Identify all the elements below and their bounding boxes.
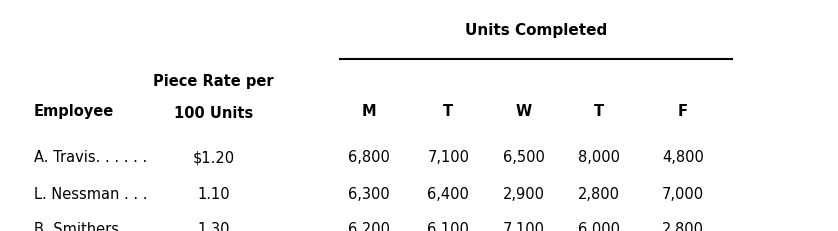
Text: T: T: [594, 103, 604, 118]
Text: 6,100: 6,100: [427, 221, 469, 231]
Text: Units Completed: Units Completed: [465, 23, 608, 37]
Text: 7,100: 7,100: [427, 150, 469, 164]
Text: 8,000: 8,000: [578, 150, 620, 164]
Text: F: F: [678, 103, 688, 118]
Text: B. Smithers . . .: B. Smithers . . .: [34, 221, 147, 231]
Text: 7,100: 7,100: [503, 221, 545, 231]
Text: 6,800: 6,800: [348, 150, 390, 164]
Text: A. Travis. . . . . .: A. Travis. . . . . .: [34, 150, 147, 164]
Text: W: W: [515, 103, 532, 118]
Text: 6,400: 6,400: [427, 187, 469, 201]
Text: 2,800: 2,800: [578, 187, 620, 201]
Text: 4,800: 4,800: [662, 150, 704, 164]
Text: 6,000: 6,000: [578, 221, 620, 231]
Text: $1.20: $1.20: [193, 150, 235, 164]
Text: L. Nessman . . .: L. Nessman . . .: [34, 187, 147, 201]
Text: M: M: [361, 103, 376, 118]
Text: T: T: [443, 103, 453, 118]
Text: 7,000: 7,000: [662, 187, 704, 201]
Text: 6,300: 6,300: [348, 187, 390, 201]
Text: 1.10: 1.10: [198, 187, 230, 201]
Text: 2,900: 2,900: [503, 187, 545, 201]
Text: 6,500: 6,500: [503, 150, 545, 164]
Text: 1.30: 1.30: [198, 221, 230, 231]
Text: Employee: Employee: [34, 103, 114, 118]
Text: 2,800: 2,800: [662, 221, 704, 231]
Text: Piece Rate per: Piece Rate per: [153, 73, 274, 88]
Text: 100 Units: 100 Units: [174, 106, 253, 121]
Text: 6,200: 6,200: [348, 221, 390, 231]
